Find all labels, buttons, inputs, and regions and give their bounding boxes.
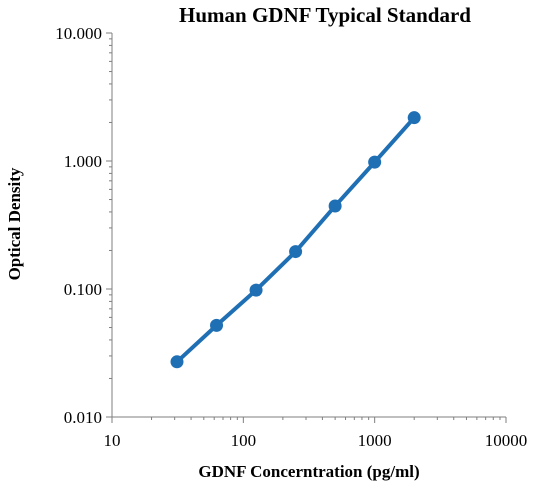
data-point [328, 199, 342, 213]
data-point [210, 318, 224, 332]
y-tick-label: 1.000 [64, 152, 102, 171]
series-layer [170, 111, 421, 369]
x-tick-label: 100 [231, 431, 257, 450]
x-tick-label: 10 [104, 431, 121, 450]
y-tick-label: 0.100 [64, 280, 102, 299]
y-tick-label: 10.000 [55, 24, 102, 43]
data-point [368, 155, 382, 169]
y-tick-label: 0.010 [64, 408, 102, 427]
y-axis-label: Optical Density [5, 167, 24, 280]
axes: 0.010 0.100 1.000 10.000 10 100 1000 10000 [55, 24, 527, 450]
x-axis-label: GDNF Concerntration (pg/ml) [198, 462, 419, 481]
data-point [170, 355, 184, 369]
data-point [407, 111, 421, 125]
x-tick-label: 1000 [358, 431, 392, 450]
data-point [249, 283, 263, 297]
data-point [289, 245, 303, 259]
x-tick-label: 10000 [485, 431, 528, 450]
chart-title: Human GDNF Typical Standard [179, 3, 471, 27]
